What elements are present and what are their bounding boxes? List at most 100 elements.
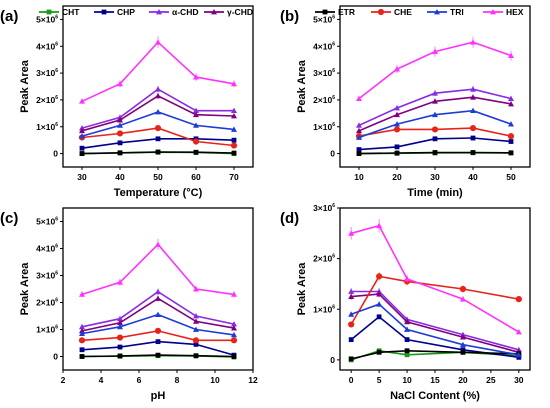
- panel-c: (c) 2 4 6 8 10 12 0 1×106 2×106 3×106 4×106 5×106 pH P…: [0, 207, 258, 402]
- data-point: [193, 122, 199, 128]
- series-chp: [356, 135, 514, 152]
- data-point: [348, 311, 355, 317]
- y-tick-exponent: 6: [332, 41, 335, 47]
- y-tick-label: 0: [53, 352, 58, 362]
- y-tick-exponent: 6: [332, 203, 335, 209]
- y-tick-label: 1×106: [36, 122, 58, 132]
- data-point: [394, 66, 400, 72]
- y-tick-label: 2×106: [313, 254, 335, 264]
- data-point: [515, 296, 522, 303]
- data-point: [348, 337, 354, 343]
- x-tick-label: 60: [191, 172, 201, 182]
- data-point: [117, 80, 123, 87]
- data-point: [230, 337, 238, 344]
- x-tick-label: 30: [514, 375, 524, 385]
- data-point: [356, 95, 362, 101]
- y-tick-label: 4×106: [36, 244, 58, 254]
- x-tick-label: 70: [229, 172, 239, 182]
- legend-marker: [101, 9, 107, 15]
- data-point: [459, 334, 466, 340]
- series-tri: [348, 301, 522, 358]
- data-point: [515, 329, 522, 335]
- data-point: [155, 295, 161, 301]
- legend-label: α-CHD: [172, 7, 198, 17]
- data-point: [508, 52, 514, 59]
- data-point: [155, 92, 161, 99]
- y-tick-exponent: 6: [332, 68, 335, 74]
- data-point: [78, 337, 86, 344]
- y-tick-exponent: 6: [55, 122, 58, 128]
- y-axis-label: Peak Area: [19, 59, 31, 113]
- y-tick-label: 0: [330, 355, 335, 365]
- data-point: [117, 117, 123, 123]
- data-point: [376, 349, 382, 355]
- data-point: [230, 142, 238, 149]
- y-tick-exponent: 6: [55, 271, 58, 277]
- data-point: [117, 122, 123, 128]
- y-tick-exponent: 6: [55, 14, 58, 20]
- plot-frame: [62, 207, 254, 371]
- data-point: [154, 124, 162, 132]
- data-point: [356, 127, 362, 134]
- y-tick-label: 1×106: [313, 122, 335, 132]
- y-tick-exponent: 6: [332, 14, 335, 20]
- series-line: [81, 243, 235, 296]
- data-point: [470, 86, 476, 92]
- data-point: [404, 348, 410, 354]
- data-point: [192, 138, 200, 145]
- data-point: [117, 319, 123, 326]
- series-line: [351, 290, 520, 351]
- data-point: [231, 113, 237, 119]
- data-point: [231, 325, 237, 331]
- series-hex: [79, 238, 237, 298]
- data-point: [79, 127, 85, 134]
- x-tick-label: 50: [506, 172, 516, 182]
- series--chd: [79, 295, 237, 334]
- panel-label: (c): [0, 210, 18, 227]
- y-tick-label: 4×106: [313, 41, 335, 51]
- y-tick-label: 0: [53, 149, 58, 159]
- x-tick-label: 6: [137, 375, 142, 385]
- y-axis-label: Peak Area: [296, 262, 308, 316]
- data-point: [376, 314, 382, 320]
- panel-label: (d): [280, 210, 299, 227]
- series-tri: [356, 107, 514, 140]
- data-point: [79, 347, 85, 353]
- x-tick-label: 30: [77, 172, 87, 182]
- panel-a: (a) 30 40 50 60 70 0 1×106 2×106 3×106 4×106 5×106 T…: [0, 5, 254, 199]
- y-tick-exponent: 6: [55, 68, 58, 74]
- data-point: [515, 351, 522, 358]
- data-point: [79, 323, 85, 330]
- data-point: [376, 222, 383, 229]
- x-tick-label: 10: [402, 375, 412, 385]
- data-point: [459, 285, 467, 293]
- y-tick-label: 2×106: [36, 298, 58, 308]
- data-point: [231, 321, 237, 327]
- panel-d: (d) 0 5 10 15 20 25 30 0 1×106 2×106 3×106 NaCl Cont…: [280, 203, 531, 402]
- y-axis-label: Peak Area: [296, 59, 308, 113]
- data-point: [404, 275, 411, 282]
- data-point: [470, 39, 476, 45]
- data-point: [470, 94, 476, 100]
- data-point: [356, 151, 362, 156]
- legend-marker: [490, 9, 496, 15]
- data-point: [117, 353, 123, 359]
- data-point: [404, 337, 410, 343]
- data-point: [79, 133, 85, 139]
- y-tick-exponent: 6: [332, 304, 335, 310]
- data-point: [470, 107, 476, 114]
- data-point: [79, 98, 85, 104]
- x-tick-label: 12: [248, 375, 258, 385]
- series--chd: [356, 94, 514, 134]
- x-axis-label: Temperature (°C): [114, 187, 203, 199]
- data-point: [193, 326, 199, 332]
- x-tick-label: 30: [430, 172, 440, 182]
- data-point: [193, 286, 199, 292]
- data-point: [394, 121, 400, 127]
- data-point: [79, 354, 85, 359]
- data-point: [376, 291, 383, 297]
- data-point: [394, 150, 400, 156]
- data-point: [193, 318, 199, 324]
- series--chd: [356, 85, 514, 128]
- legend-marker: [211, 9, 217, 15]
